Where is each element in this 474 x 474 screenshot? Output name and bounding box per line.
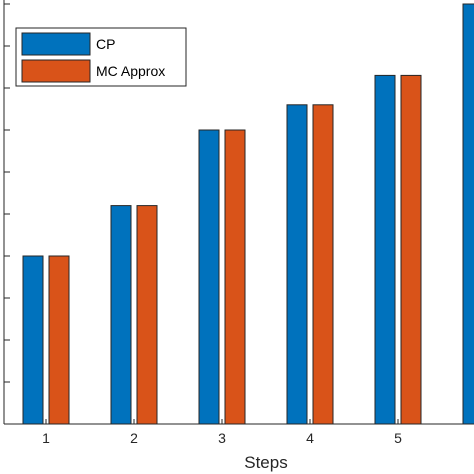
bar-mc-approx-step-3 [224, 129, 246, 425]
x-tick-label-1: 1 [42, 430, 50, 446]
x-tick-label-4: 4 [306, 430, 314, 446]
legend-label-cp: CP [96, 36, 115, 52]
bar-cp-step-6 [462, 3, 474, 425]
bar-cp-step-1 [22, 255, 44, 425]
y-ticks [4, 3, 10, 425]
bar-mc-approx-step-5 [400, 74, 422, 425]
x-tick-label-2: 2 [130, 430, 138, 446]
bar-cp-step-4 [286, 104, 308, 425]
bar-cp-step-5 [374, 74, 396, 425]
bar-mc-approx-step-1 [48, 255, 70, 425]
x-axis-label: Steps [244, 453, 287, 472]
bar-mc-approx-step-4 [312, 104, 334, 425]
bar-cp-step-3 [198, 129, 220, 425]
x-tick-label-3: 3 [218, 430, 226, 446]
legend-swatch-mc-approx [21, 59, 91, 83]
bar-mc-approx-step-2 [136, 205, 158, 425]
bars-layer [22, 3, 474, 425]
legend-swatch-cp [21, 32, 91, 56]
bar-cp-step-2 [110, 205, 132, 425]
x-tick-label-5: 5 [394, 430, 402, 446]
x-ticks: 1 2 3 4 5 [42, 419, 402, 446]
legend-label-mc-approx: MC Approx [96, 63, 165, 79]
legend: CP MC Approx [15, 27, 187, 87]
